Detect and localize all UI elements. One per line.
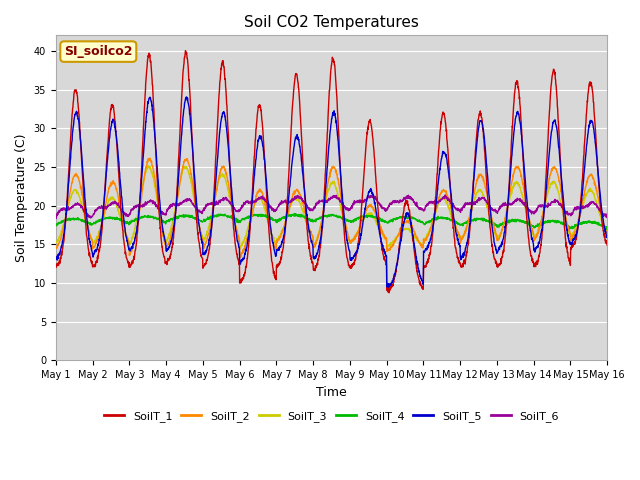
SoilT_4 xyxy=(205,216,213,221)
SoilT_5 xyxy=(206,235,214,241)
SoilT_5 xyxy=(570,237,578,242)
SoilT_3 xyxy=(604,231,611,237)
SoilT_5 xyxy=(604,234,611,240)
SoilT_2 xyxy=(52,245,60,251)
Line: SoilT_6: SoilT_6 xyxy=(56,195,607,218)
SoilT_1 xyxy=(492,260,500,266)
SoilT_6 xyxy=(442,192,449,198)
SoilT_3 xyxy=(555,191,563,197)
SoilT_4 xyxy=(602,227,610,232)
SoilT_2 xyxy=(604,231,611,237)
Title: Soil CO2 Temperatures: Soil CO2 Temperatures xyxy=(244,15,419,30)
Line: SoilT_3: SoilT_3 xyxy=(56,166,607,249)
SoilT_3 xyxy=(206,220,214,226)
Y-axis label: Soil Temperature (C): Soil Temperature (C) xyxy=(15,133,28,262)
SoilT_5 xyxy=(182,94,190,100)
Line: SoilT_2: SoilT_2 xyxy=(56,158,607,258)
SoilT_6 xyxy=(348,205,355,211)
SoilT_5 xyxy=(52,255,60,261)
SoilT_6 xyxy=(52,216,60,221)
SoilT_3 xyxy=(52,240,60,245)
X-axis label: Time: Time xyxy=(316,386,347,399)
SoilT_4 xyxy=(291,211,299,216)
SoilT_6 xyxy=(360,200,367,205)
SoilT_6 xyxy=(555,200,563,205)
SoilT_1 xyxy=(385,290,393,296)
SoilT_4 xyxy=(52,223,60,228)
SoilT_4 xyxy=(348,219,355,225)
SoilT_5 xyxy=(360,216,367,222)
SoilT_2 xyxy=(348,239,356,244)
SoilT_6 xyxy=(205,201,213,207)
SoilT_6 xyxy=(492,209,500,215)
SoilT_5 xyxy=(348,257,355,263)
SoilT_1 xyxy=(360,177,367,183)
SoilT_2 xyxy=(570,233,578,239)
SoilT_4 xyxy=(492,222,500,228)
SoilT_4 xyxy=(360,214,367,219)
SoilT_2 xyxy=(555,178,563,184)
SoilT_1 xyxy=(555,128,563,133)
SoilT_5 xyxy=(555,144,563,150)
SoilT_3 xyxy=(236,246,243,252)
SoilT_4 xyxy=(555,218,563,224)
SoilT_4 xyxy=(604,224,611,229)
Legend: SoilT_1, SoilT_2, SoilT_3, SoilT_4, SoilT_5, SoilT_6: SoilT_1, SoilT_2, SoilT_3, SoilT_4, Soil… xyxy=(100,407,563,426)
SoilT_1 xyxy=(206,241,214,247)
SoilT_6 xyxy=(570,206,578,212)
SoilT_2 xyxy=(206,227,214,233)
SoilT_2 xyxy=(360,212,367,217)
SoilT_6 xyxy=(604,215,611,220)
SoilT_1 xyxy=(604,242,611,248)
SoilT_3 xyxy=(348,237,356,243)
SoilT_3 xyxy=(570,228,578,234)
SoilT_1 xyxy=(52,264,60,270)
Line: SoilT_5: SoilT_5 xyxy=(56,97,607,287)
SoilT_3 xyxy=(492,231,500,237)
Line: SoilT_1: SoilT_1 xyxy=(56,51,607,293)
Text: SI_soilco2: SI_soilco2 xyxy=(64,45,132,58)
SoilT_3 xyxy=(144,163,152,168)
SoilT_5 xyxy=(385,284,392,290)
SoilT_2 xyxy=(146,155,154,161)
SoilT_5 xyxy=(492,247,500,252)
SoilT_4 xyxy=(570,224,578,230)
Line: SoilT_4: SoilT_4 xyxy=(56,214,607,229)
SoilT_1 xyxy=(570,241,578,247)
SoilT_1 xyxy=(182,48,189,54)
SoilT_2 xyxy=(236,255,244,261)
SoilT_2 xyxy=(492,231,500,237)
SoilT_3 xyxy=(360,214,367,220)
SoilT_1 xyxy=(348,265,355,271)
